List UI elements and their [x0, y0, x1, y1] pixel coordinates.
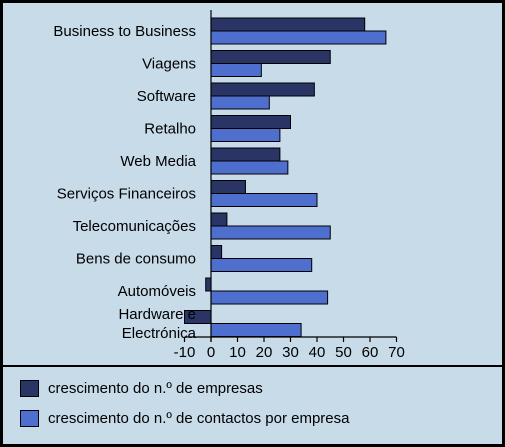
bar-empresas-5: [210, 180, 246, 194]
x-tick-label-7: 60: [362, 344, 379, 361]
category-label-1: Viagens: [142, 56, 196, 73]
legend-label-empresas: crescimento do n.º de empresas: [48, 379, 263, 397]
bar-empresas-3: [210, 115, 291, 129]
bar-contactos-5: [210, 193, 318, 207]
x-tick-label-8: 70: [388, 344, 405, 361]
bar-contactos-8: [210, 290, 329, 305]
legend: crescimento do n.º de empresas crescimen…: [3, 365, 502, 444]
legend-label-contactos: crescimento do n.º de contactos por empr…: [48, 409, 350, 427]
legend-item-empresas: crescimento do n.º de empresas: [20, 377, 263, 399]
x-tick-label-0: -10: [174, 344, 196, 361]
bar-contactos-7: [210, 258, 313, 272]
bar-empresas-7: [210, 245, 223, 259]
bar-contactos-0: [210, 30, 387, 45]
bar-contactos-1: [210, 63, 262, 77]
bar-empresas-0: [210, 17, 366, 32]
category-label-8: Automóveis: [118, 283, 196, 300]
category-label-2: Software: [137, 88, 196, 105]
bar-empresas-6: [210, 212, 228, 227]
category-label-4: Web Media: [120, 153, 196, 170]
x-tick-label-2: 10: [229, 344, 246, 361]
legend-swatch-contactos: [20, 409, 39, 427]
bar-empresas-4: [210, 147, 281, 162]
bar-contactos-9: [210, 323, 302, 337]
bar-contactos-3: [210, 128, 281, 142]
bar-empresas-8: [205, 277, 212, 292]
chart-panel: Business to Business Viagens Software Retal…: [3, 3, 502, 444]
bar-contactos-2: [210, 95, 270, 110]
legend-swatch-empresas: [20, 379, 39, 397]
x-tick-label-6: 50: [335, 344, 352, 361]
category-label-3: Retalho: [144, 121, 196, 138]
category-label-5: Serviços Financeiros: [57, 186, 196, 203]
category-label-6: Telecomunicações: [73, 218, 196, 235]
bar-empresas-2: [210, 82, 315, 97]
x-tick-label-3: 20: [256, 344, 273, 361]
bar-chart: Business to Business Viagens Software Retal…: [53, 10, 405, 361]
category-label-9-line0: Hardware e: [118, 306, 196, 323]
x-tick-label-4: 30: [282, 344, 299, 361]
x-tick-label-5: 40: [309, 344, 326, 361]
category-label-0: Business to Business: [53, 23, 196, 40]
category-label-7: Bens de consumo: [76, 251, 196, 268]
bar-contactos-6: [210, 225, 331, 240]
x-tick-label-1: 0: [207, 344, 215, 361]
legend-item-contactos: crescimento do n.º de contactos por empr…: [20, 407, 349, 429]
bar-contactos-4: [210, 160, 289, 175]
bar-empresas-1: [210, 50, 331, 64]
category-label-9-line1: Electrónica: [122, 325, 197, 342]
